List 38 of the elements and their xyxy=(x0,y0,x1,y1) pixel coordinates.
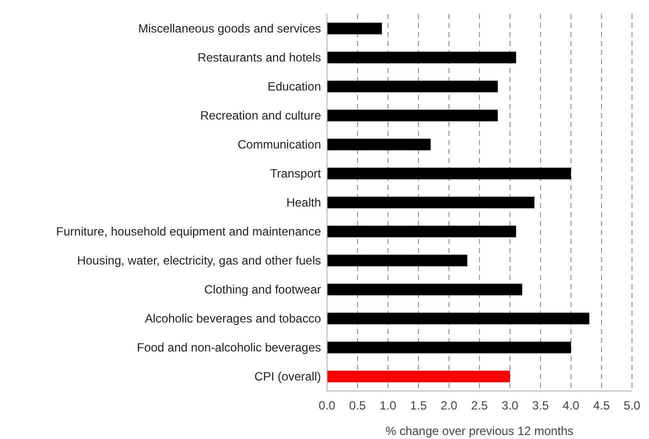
bar xyxy=(327,22,382,34)
bar xyxy=(327,168,571,180)
bar xyxy=(327,52,516,64)
x-tick-label: 0.5 xyxy=(349,398,366,413)
x-tick-label: 1.0 xyxy=(380,398,397,413)
bar xyxy=(327,284,522,296)
y-tick-label: Clothing and footwear xyxy=(204,282,321,296)
y-tick-label: Miscellaneous goods and services xyxy=(138,21,321,36)
x-axis-title: % change over previous 12 months xyxy=(385,424,574,438)
bar xyxy=(327,254,468,266)
y-tick-label: Furniture, household equipment and maintenance xyxy=(56,224,322,238)
bar xyxy=(327,342,571,354)
bar xyxy=(327,196,534,208)
bar xyxy=(327,312,590,324)
bar xyxy=(327,110,498,122)
y-tick-label: Communication xyxy=(238,137,321,152)
x-tick-label: 2.0 xyxy=(440,398,458,413)
y-tick-label: Health xyxy=(286,195,321,210)
bar xyxy=(327,138,431,150)
x-tick-label: 4.5 xyxy=(593,398,610,413)
y-tick-label: Restaurants and hotels xyxy=(198,50,321,64)
x-tick-label: 0.0 xyxy=(318,398,336,413)
bar xyxy=(327,226,516,238)
x-tick-label: 3.0 xyxy=(502,398,519,413)
y-tick-label: CPI (overall) xyxy=(254,369,321,384)
bar xyxy=(327,370,510,382)
y-tick-label: Food and non-alcoholic beverages xyxy=(136,340,321,354)
x-tick-label: 1.5 xyxy=(410,398,428,413)
x-tick-label: 3.5 xyxy=(532,398,550,413)
y-tick-label: Alcoholic beverages and tobacco xyxy=(144,311,322,326)
x-tick-label: 5.0 xyxy=(624,398,641,413)
y-tick-label: Recreation and culture xyxy=(200,108,322,122)
x-tick-label: 4.0 xyxy=(562,398,580,413)
x-tick-label: 2.5 xyxy=(471,398,488,413)
y-tick-label: Education xyxy=(268,79,321,94)
y-tick-label: Transport xyxy=(270,166,322,180)
bar xyxy=(327,80,498,92)
y-tick-label: Housing, water, electricity, gas and other fuels xyxy=(77,253,321,268)
